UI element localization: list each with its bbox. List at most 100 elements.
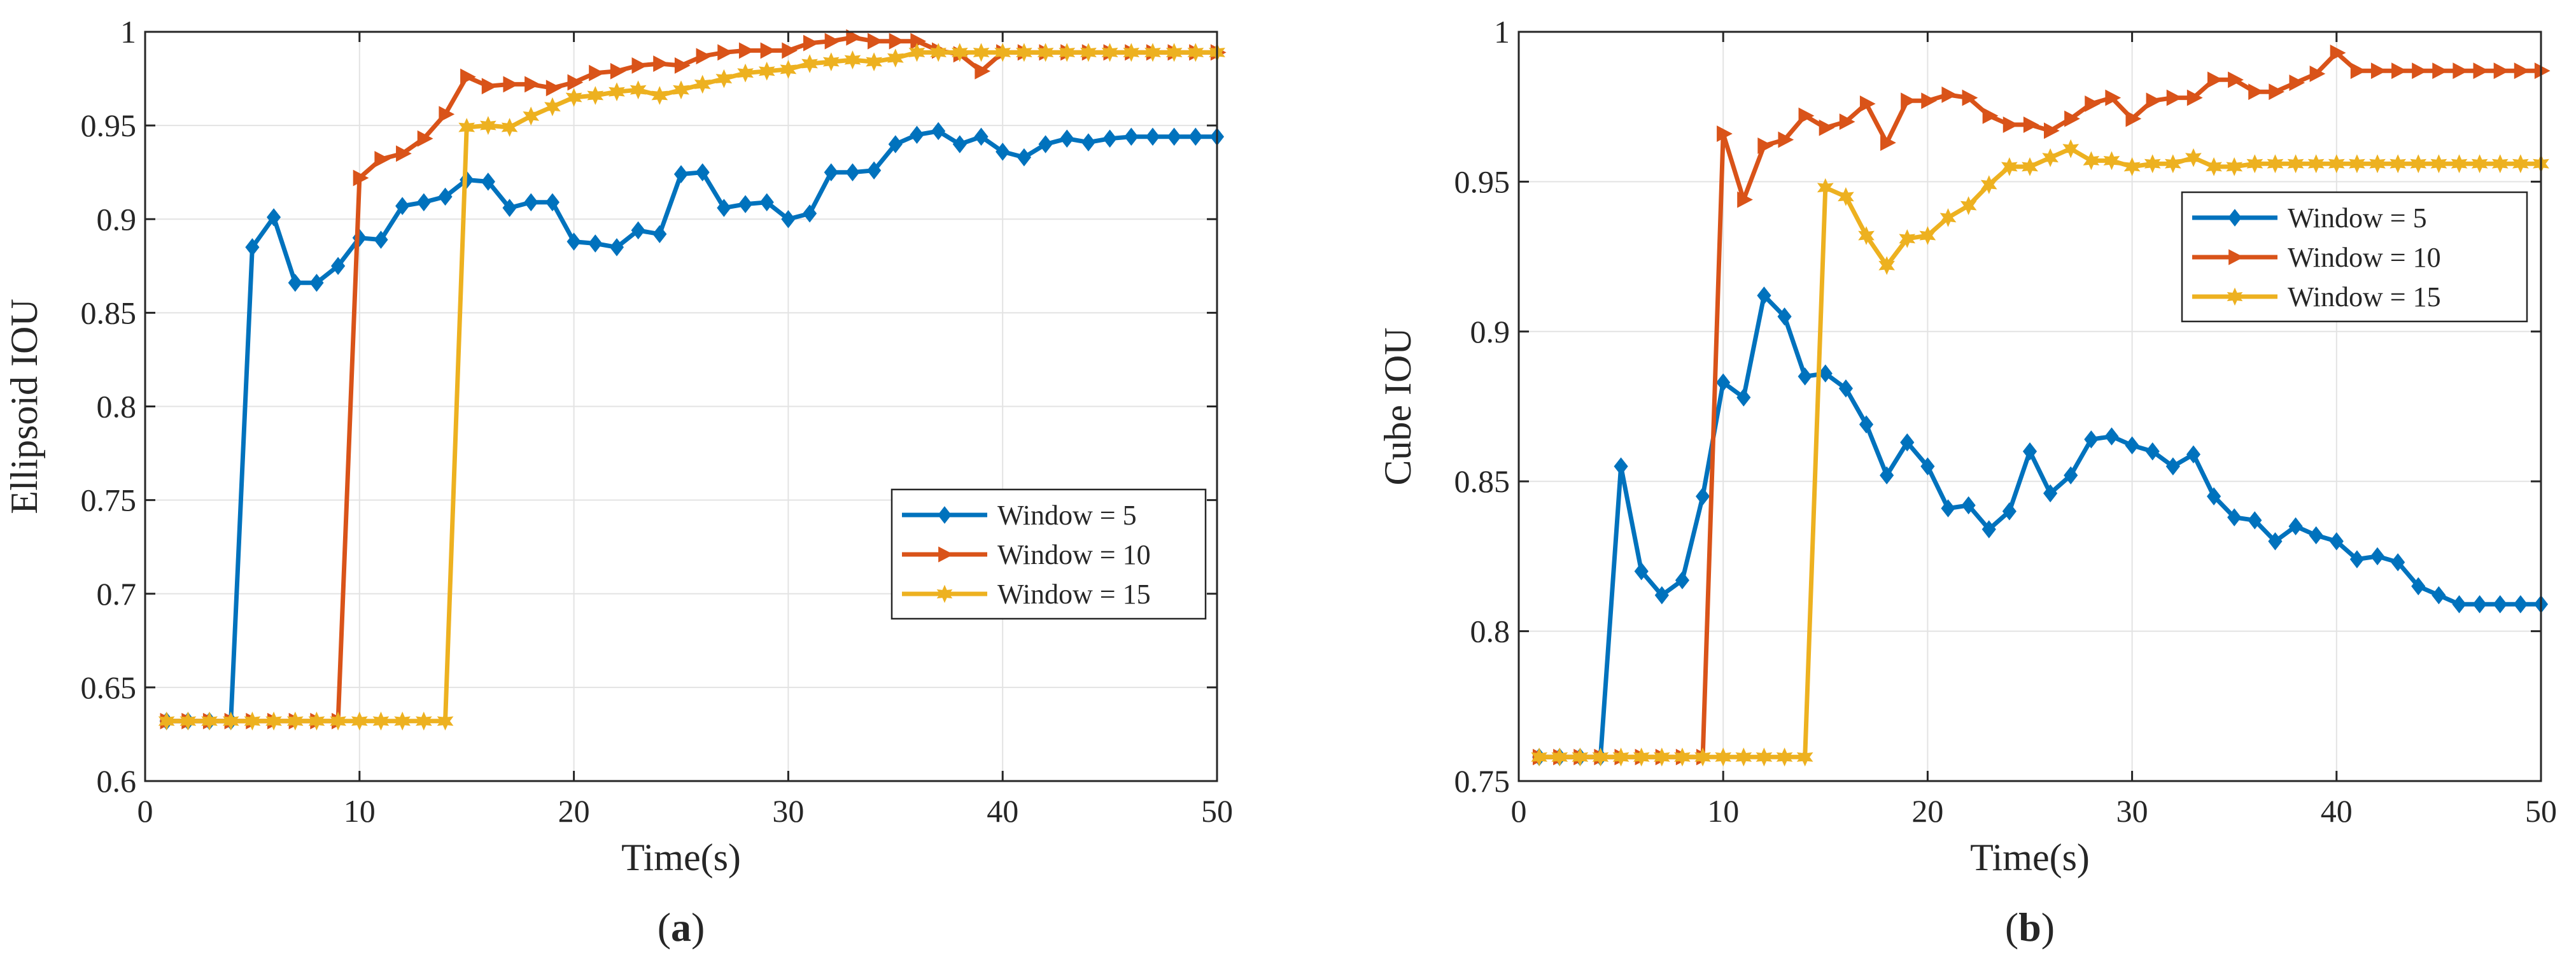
x-tick-label: 10 xyxy=(1707,793,1739,829)
y-tick-label: 0.8 xyxy=(97,389,137,425)
data-point xyxy=(458,118,475,137)
data-point xyxy=(758,61,775,81)
data-point xyxy=(1531,747,1548,767)
data-point xyxy=(2062,139,2080,158)
data-point xyxy=(2329,532,2344,551)
data-point xyxy=(245,238,260,257)
data-point xyxy=(2288,517,2303,536)
data-point xyxy=(1614,457,1628,475)
data-point xyxy=(1756,747,1773,767)
data-point xyxy=(501,118,518,137)
data-point xyxy=(930,43,947,62)
data-point xyxy=(2472,595,2487,614)
data-point xyxy=(1899,229,1916,248)
data-point xyxy=(1817,178,1834,197)
data-point xyxy=(1819,119,1835,136)
data-point xyxy=(887,48,904,68)
data-point xyxy=(910,125,924,144)
x-tick-label: 30 xyxy=(772,793,804,829)
data-point xyxy=(2085,95,2101,112)
data-point xyxy=(846,29,862,46)
legend-marker xyxy=(938,546,954,563)
data-point xyxy=(2226,157,2243,176)
chart-a-ellipsoid-iou: 0 10 20 30 40 50 0.6 0.65 0.7 0.75 0.8 0.85 0.9 0.95 1… xyxy=(3,14,1233,950)
data-point xyxy=(1776,747,1793,767)
data-point xyxy=(1144,43,1161,62)
data-point xyxy=(975,62,991,80)
data-point xyxy=(1880,134,1896,151)
legend-marker xyxy=(2228,209,2242,227)
data-point xyxy=(609,238,624,257)
data-point xyxy=(1757,137,1774,154)
data-point xyxy=(2145,442,2160,461)
data-point xyxy=(2269,83,2285,101)
data-point xyxy=(1716,373,1731,392)
data-point xyxy=(2105,89,2122,106)
data-point xyxy=(889,32,905,50)
series-markers-3 xyxy=(1531,139,2549,767)
data-point xyxy=(266,208,281,227)
data-point xyxy=(2042,148,2059,167)
data-point xyxy=(1123,43,1140,62)
data-point xyxy=(1878,256,1896,276)
data-point xyxy=(674,57,691,74)
data-point xyxy=(502,199,517,217)
legend-marker xyxy=(2227,287,2243,306)
data-point xyxy=(1165,43,1183,62)
data-point xyxy=(374,230,388,249)
data-point xyxy=(824,32,841,50)
data-point xyxy=(2125,436,2139,454)
data-point xyxy=(479,116,496,135)
data-point xyxy=(1960,196,1977,215)
legend-entry-1: Window = 5 xyxy=(2192,202,2427,234)
legend-label: Window = 10 xyxy=(2288,242,2441,273)
data-point xyxy=(694,74,711,94)
data-point xyxy=(952,135,967,153)
data-point xyxy=(416,193,431,211)
legend-label: Window = 5 xyxy=(2288,202,2427,234)
data-point xyxy=(695,163,710,181)
data-point xyxy=(1653,747,1670,767)
data-point xyxy=(1715,747,1732,767)
data-point xyxy=(630,80,647,100)
data-point xyxy=(653,55,669,72)
data-point xyxy=(631,221,645,240)
data-point xyxy=(2451,154,2468,174)
y-tick-label: 1 xyxy=(1494,14,1510,50)
data-point xyxy=(2206,157,2222,176)
data-point xyxy=(1921,92,1938,109)
y-tick-label: 0.9 xyxy=(1470,314,1510,349)
data-point xyxy=(2430,154,2447,174)
data-point xyxy=(2165,457,2180,475)
data-point xyxy=(1757,286,1771,305)
data-point xyxy=(737,63,754,83)
data-point xyxy=(2246,154,2263,174)
data-point xyxy=(372,711,390,731)
data-point xyxy=(2370,547,2385,566)
legend-label: Window = 15 xyxy=(997,579,1151,610)
x-tick-label: 40 xyxy=(987,793,1018,829)
data-point xyxy=(1737,191,1753,208)
data-point xyxy=(1838,187,1854,206)
data-point xyxy=(589,64,605,81)
data-point xyxy=(460,68,476,85)
data-point xyxy=(394,711,411,731)
data-point xyxy=(158,711,175,731)
data-point xyxy=(2493,62,2510,80)
data-point xyxy=(1941,499,1955,518)
data-point xyxy=(1167,127,1181,146)
data-point xyxy=(309,274,324,292)
data-point xyxy=(652,225,667,244)
data-point xyxy=(545,193,560,211)
x-tick-label: 50 xyxy=(1201,793,1233,829)
data-point xyxy=(2186,445,2201,464)
data-point xyxy=(2370,62,2387,80)
data-point xyxy=(2268,532,2283,551)
data-point xyxy=(481,78,498,95)
data-point xyxy=(395,197,410,215)
data-point xyxy=(288,274,302,292)
y-axis-label: Ellipsoid IOU xyxy=(3,299,45,514)
y-tick-label: 0.65 xyxy=(81,670,137,705)
data-point xyxy=(609,82,625,102)
data-point xyxy=(2186,89,2203,106)
